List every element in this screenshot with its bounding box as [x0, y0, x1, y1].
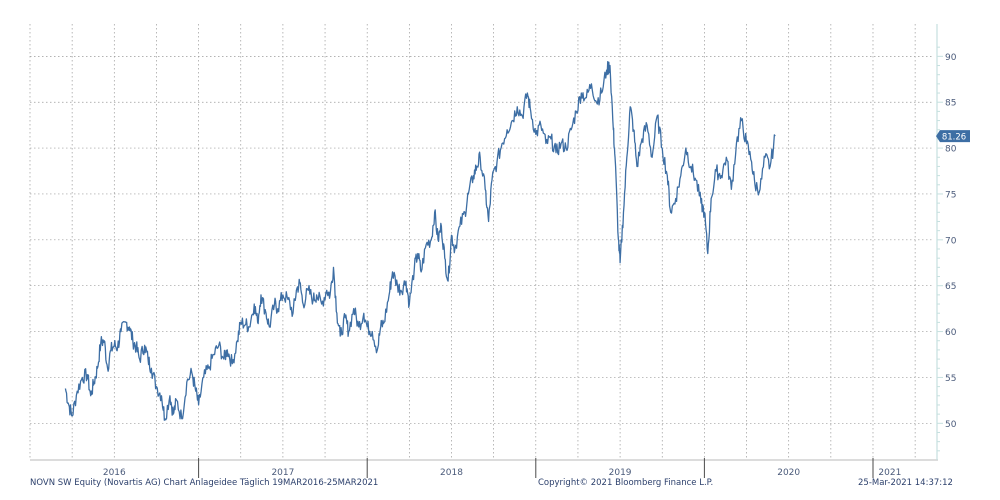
y-tick-label: 55 — [945, 374, 956, 384]
y-tick-label: 65 — [945, 282, 956, 292]
x-tick-label: 2017 — [271, 468, 294, 478]
y-tick-label: 85 — [945, 99, 956, 109]
footer-timestamp: 25-Mar-2021 14:37:12 — [858, 478, 953, 488]
y-tick-label: 50 — [945, 420, 957, 430]
x-tick-label: 2019 — [609, 468, 632, 478]
axes — [30, 24, 943, 478]
grid-lines — [29, 24, 932, 460]
x-tick-label: 2020 — [777, 468, 800, 478]
x-tick-label: 2018 — [440, 468, 463, 478]
price-line — [64, 60, 776, 421]
y-tick-label: 90 — [945, 53, 957, 63]
x-tick-label: 2016 — [103, 468, 126, 478]
y-tick-label: 60 — [945, 328, 957, 338]
footer-copyright: Copyright© 2021 Bloomberg Finance L.P. — [538, 478, 714, 488]
footer-security-label: NOVN SW Equity (Novartis AG) Chart Anlag… — [30, 478, 379, 488]
x-tick-label: 2021 — [878, 468, 901, 478]
axis-labels: 50 55 60 65 70 75 80 85 90 2016 2017 2018 2019 2020 20… — [103, 53, 970, 478]
y-tick-label: 70 — [945, 236, 957, 246]
y-tick-label: 75 — [945, 190, 956, 200]
series-layer — [64, 60, 776, 421]
last-value-badge — [936, 130, 970, 143]
last-value-label: 81.26 — [942, 132, 966, 142]
y-tick-label: 80 — [945, 145, 957, 155]
